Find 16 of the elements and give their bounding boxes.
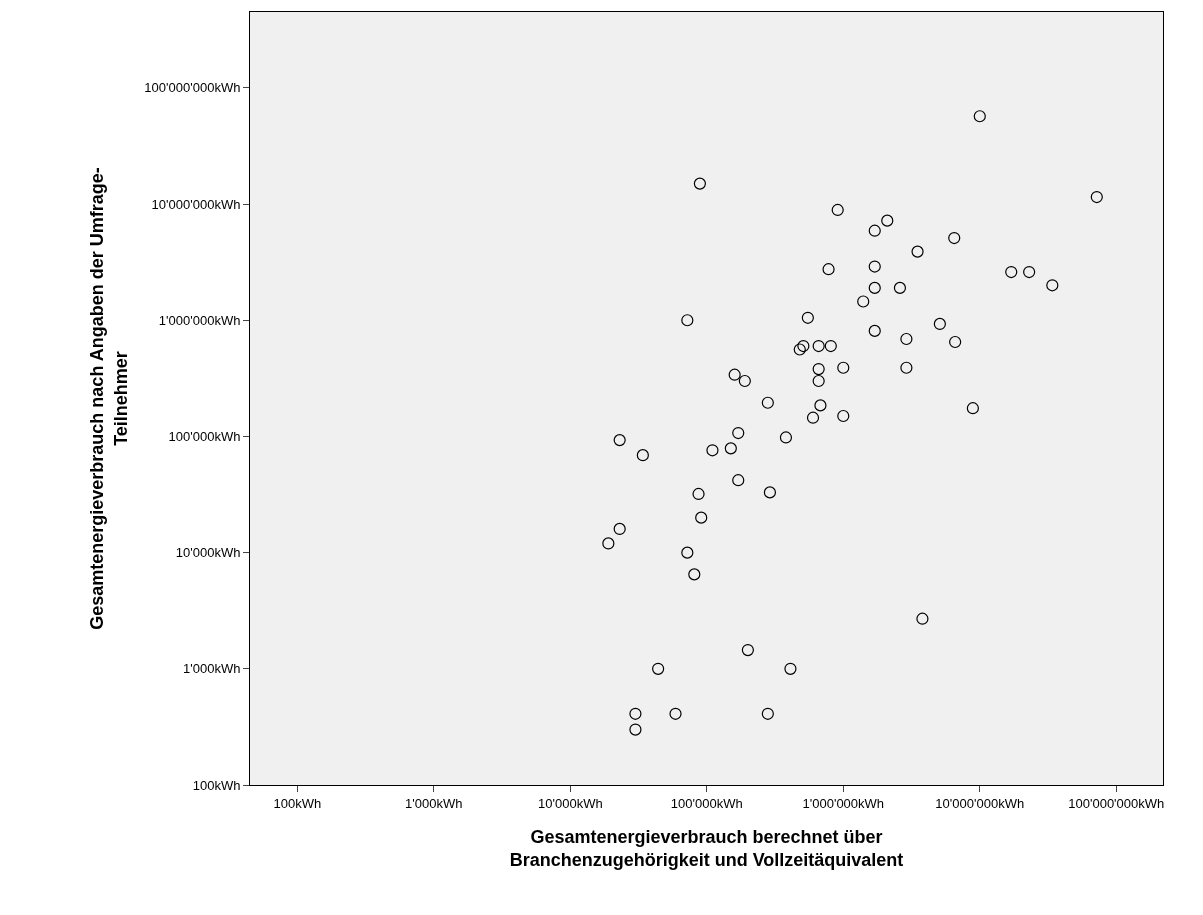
x-tick-label: 100kWh <box>273 795 322 811</box>
y-tick-label: 1'000kWh <box>182 661 241 677</box>
x-tick-label: 100'000'000kWh <box>1068 795 1165 811</box>
y-tick-label: 100'000'000kWh <box>144 80 241 96</box>
y-tick-label: 10'000kWh <box>175 545 241 561</box>
y-tick-label: 100kWh <box>192 777 241 793</box>
x-tick-label: 100'000kWh <box>670 795 743 811</box>
y-tick-label: 10'000'000kWh <box>151 196 241 212</box>
x-tick-label: 10'000kWh <box>537 795 603 811</box>
x-axis-title: Gesamtenergieverbrauch berechnet über Branchenzugehörigkeit und Vollzeitäquivalent <box>509 826 904 871</box>
x-tick-label: 1'000'000kWh <box>802 795 885 811</box>
y-tick-label: 1'000'000kWh <box>158 312 241 328</box>
y-tick-label: 100'000kWh <box>168 429 241 444</box>
x-tick-label: 10'000'000kWh <box>935 795 1025 811</box>
y-axis-title: Gesamtenergieverbrauch nach Angaben der Umfrage- Teilnehmer <box>87 167 131 630</box>
x-tick-label: 1'000kWh <box>405 795 463 811</box>
